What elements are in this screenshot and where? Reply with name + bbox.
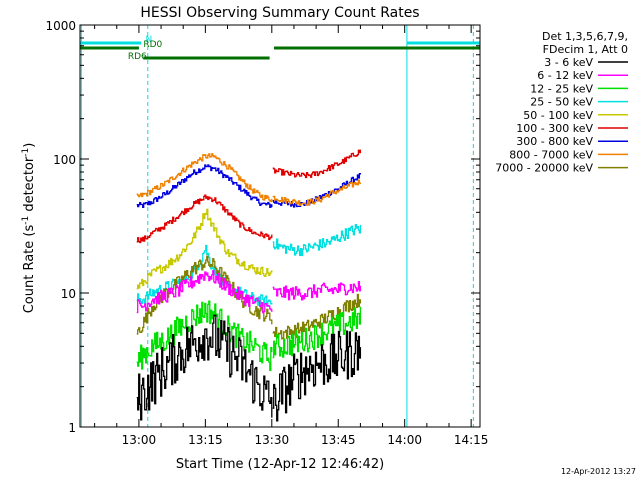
legend-header-0: Det 1,3,5,6,7,9,: [542, 30, 628, 43]
y-tick-label-1: 10: [61, 287, 76, 301]
y-tick-label-3: 1000: [45, 19, 76, 33]
series-0-segment-0: [136, 164, 273, 209]
plot-frame: [79, 24, 481, 428]
legend-label-0: 3 - 6 keV: [544, 56, 593, 69]
x-tick-label-1: 13:15: [188, 433, 223, 447]
y-axis-label: Count Rate (s-1 detector-1): [21, 143, 37, 314]
series-8-segment-1: [272, 330, 362, 422]
legend-label-6: 300 - 800 keV: [516, 135, 593, 148]
legend: Det 1,3,5,6,7,9,FDecim 1, Att 03 - 6 keV…: [495, 30, 628, 175]
series-1-segment-1: [272, 179, 362, 206]
x-tick-label-5: 14:15: [454, 433, 489, 447]
y-axis-label-main: Count Rate (s: [22, 225, 37, 314]
legend-header-1: FDecim 1, Att 0: [543, 43, 628, 56]
series-7-segment-1: [272, 306, 362, 359]
x-tick-label-2: 13:30: [255, 433, 290, 447]
series-2-segment-1: [272, 149, 362, 179]
night-lines: [80, 25, 474, 427]
y-axis-label-sup-2: -1: [21, 148, 31, 157]
flag-label-n: N: [146, 35, 153, 45]
x-axis: 13:00 13:15 13:30 13:45 14:00 14:15: [94, 25, 489, 447]
footer-date: 12-Apr-2012 13:27: [561, 467, 636, 476]
series-group: [136, 149, 362, 422]
y-tick-label-0: 1: [68, 421, 76, 435]
series-1-segment-0: [136, 153, 273, 203]
flag-label-rd6: RD6: [128, 52, 147, 62]
legend-label-1: 6 - 12 keV: [537, 69, 593, 82]
series-5-segment-1: [272, 293, 362, 340]
series-2-segment-0: [136, 194, 273, 244]
legend-label-5: 100 - 300 keV: [516, 122, 593, 135]
x-tick-label-3: 13:45: [321, 433, 356, 447]
y-axis-label-sup-1: -1: [21, 216, 31, 225]
legend-label-4: 50 - 100 keV: [523, 109, 593, 122]
x-tick-label-0: 13:00: [122, 433, 157, 447]
y-axis: 1 10 100 1000: [45, 19, 480, 435]
x-tick-label-4: 14:00: [387, 433, 422, 447]
series-8-segment-0: [136, 314, 273, 421]
chart-title: HESSI Observing Summary Count Rates: [140, 5, 419, 21]
legend-label-3: 25 - 50 keV: [530, 96, 593, 109]
x-axis-label: Start Time (12-Apr-12 12:46:42): [176, 457, 384, 472]
flag-label-rd0: RD0: [143, 40, 162, 50]
series-4-segment-1: [272, 223, 362, 257]
legend-label-8: 7000 - 20000 keV: [495, 162, 593, 175]
y-axis-label-tail: detector: [22, 156, 37, 216]
legend-label-2: 12 - 25 keV: [530, 82, 593, 95]
series-6-segment-1: [272, 280, 362, 301]
legend-label-7: 800 - 7000 keV: [509, 148, 593, 161]
series-7-segment-0: [136, 300, 273, 372]
y-tick-label-2: 100: [53, 153, 76, 167]
y-axis-label-close: ): [22, 143, 37, 148]
series-6-segment-0: [136, 269, 273, 314]
series-3-segment-0: [136, 208, 273, 290]
